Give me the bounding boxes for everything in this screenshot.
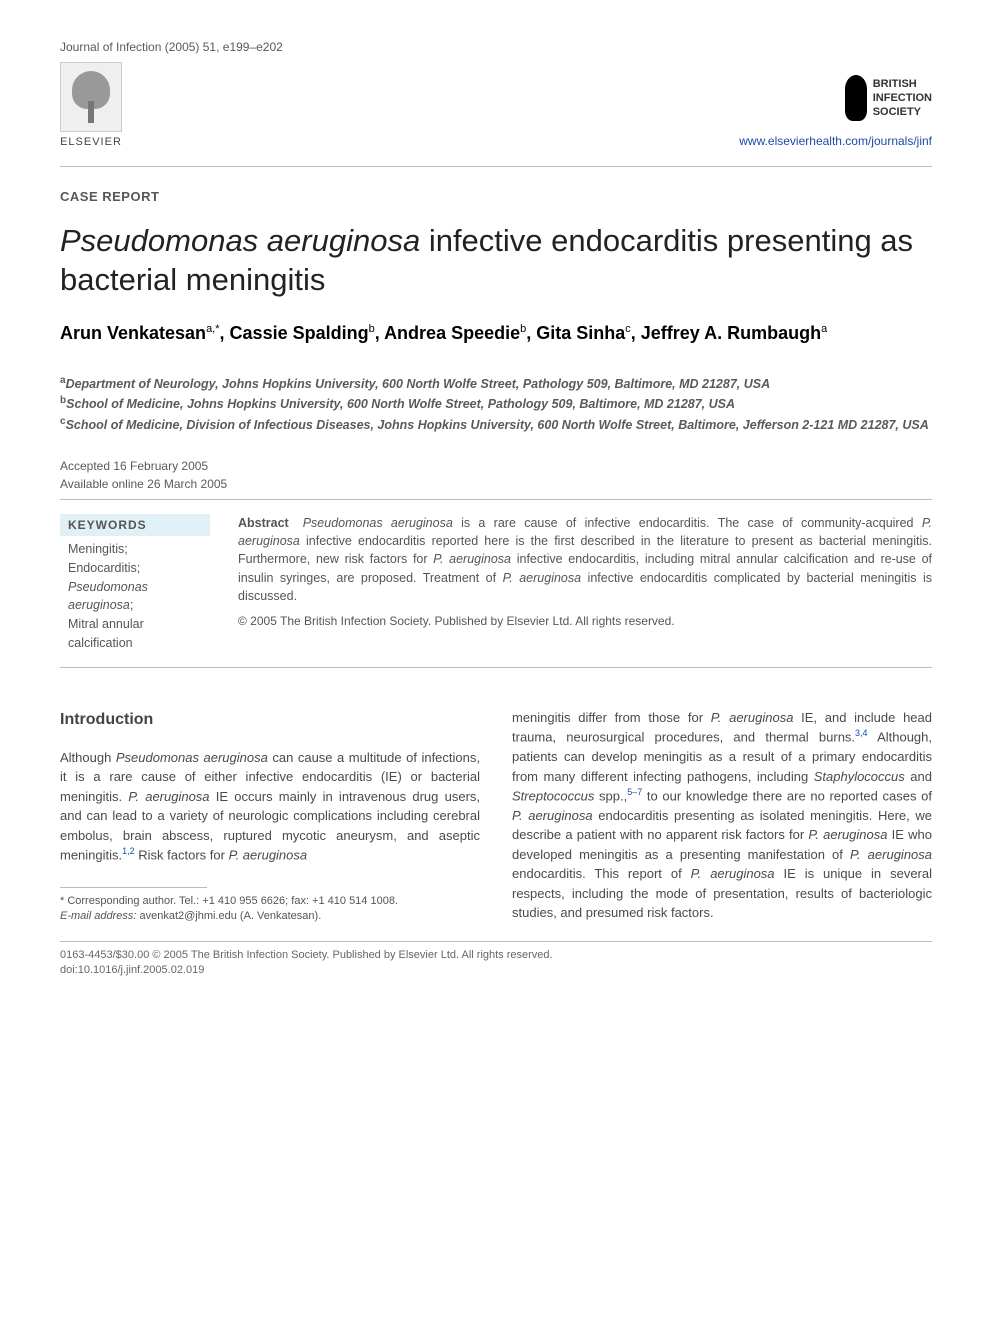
footer-line2: doi:10.1016/j.jinf.2005.02.019 — [60, 963, 932, 978]
article-title: Pseudomonas aeruginosa infective endocar… — [60, 222, 932, 300]
intro-paragraph-left: Although Pseudomonas aeruginosa can caus… — [60, 748, 480, 865]
society-logo: BRITISH INFECTION SOCIETY — [845, 75, 932, 121]
journal-url[interactable]: www.elsevierhealth.com/journals/jinf — [739, 134, 932, 148]
footer-text: 0163-4453/$30.00 © 2005 The British Infe… — [60, 948, 932, 979]
author: Andrea Speedieb — [384, 323, 526, 343]
society-text: BRITISH INFECTION SOCIETY — [873, 77, 932, 120]
title-italic: Pseudomonas aeruginosa — [60, 223, 420, 258]
abstract-label: Abstract — [238, 516, 289, 530]
column-left: Introduction Although Pseudomonas aerugi… — [60, 708, 480, 925]
abstract-column: AbstractPseudomonas aeruginosa is a rare… — [238, 514, 932, 653]
footer-rule — [60, 941, 932, 942]
email-label: E-mail address: — [60, 910, 136, 922]
publisher-block: ELSEVIER — [60, 62, 122, 148]
abstract-box: KEYWORDS Meningitis;Endocarditis;Pseudom… — [60, 499, 932, 668]
article-type: CASE REPORT — [60, 189, 932, 204]
affiliation: bSchool of Medicine, Johns Hopkins Unive… — [60, 393, 932, 414]
footnote-rule — [60, 887, 207, 888]
corresponding-email: E-mail address: avenkat2@jhmi.edu (A. Ve… — [60, 909, 480, 924]
keywords-list: Meningitis;Endocarditis;Pseudomonasaerug… — [60, 540, 210, 653]
body-columns: Introduction Although Pseudomonas aerugi… — [60, 708, 932, 925]
corresponding-author-footnote: * Corresponding author. Tel.: +1 410 955… — [60, 894, 480, 925]
intro-heading: Introduction — [60, 708, 480, 732]
dates: Accepted 16 February 2005 Available onli… — [60, 457, 932, 493]
header-logos: ELSEVIER BRITISH INFECTION SOCIETY www.e… — [60, 62, 932, 148]
affiliations: aDepartment of Neurology, Johns Hopkins … — [60, 373, 932, 436]
society-line2: INFECTION — [873, 91, 932, 105]
footer-line1: 0163-4453/$30.00 © 2005 The British Infe… — [60, 948, 932, 963]
author: Arun Venkatesana,* — [60, 323, 220, 343]
abstract-text: Pseudomonas aeruginosa is a rare cause o… — [238, 516, 932, 603]
abstract-copyright: © 2005 The British Infection Society. Pu… — [238, 613, 932, 630]
header-rule — [60, 166, 932, 167]
email-value: avenkat2@jhmi.edu (A. Venkatesan). — [136, 910, 321, 922]
publisher-name: ELSEVIER — [60, 136, 122, 148]
author: Gita Sinhac — [536, 323, 631, 343]
elsevier-tree-icon — [60, 62, 122, 132]
accepted-date: Accepted 16 February 2005 — [60, 457, 932, 475]
society-block: BRITISH INFECTION SOCIETY www.elsevierhe… — [739, 75, 932, 148]
journal-reference: Journal of Infection (2005) 51, e199–e20… — [60, 40, 283, 54]
column-right: meningitis differ from those for P. aeru… — [512, 708, 932, 925]
affiliation: aDepartment of Neurology, Johns Hopkins … — [60, 373, 932, 394]
society-line1: BRITISH — [873, 77, 932, 91]
author: Jeffrey A. Rumbaugha — [641, 323, 828, 343]
keywords-heading: KEYWORDS — [60, 514, 210, 536]
author: Cassie Spaldingb — [230, 323, 375, 343]
keywords-column: KEYWORDS Meningitis;Endocarditis;Pseudom… — [60, 514, 210, 653]
intro-paragraph-right: meningitis differ from those for P. aeru… — [512, 708, 932, 923]
online-date: Available online 26 March 2005 — [60, 475, 932, 493]
affiliation: cSchool of Medicine, Division of Infecti… — [60, 414, 932, 435]
header-row: Journal of Infection (2005) 51, e199–e20… — [60, 40, 932, 54]
corresponding-line1: * Corresponding author. Tel.: +1 410 955… — [60, 894, 480, 909]
society-shape-icon — [845, 75, 867, 121]
authors: Arun Venkatesana,*, Cassie Spaldingb, An… — [60, 320, 932, 347]
society-line3: SOCIETY — [873, 105, 932, 119]
